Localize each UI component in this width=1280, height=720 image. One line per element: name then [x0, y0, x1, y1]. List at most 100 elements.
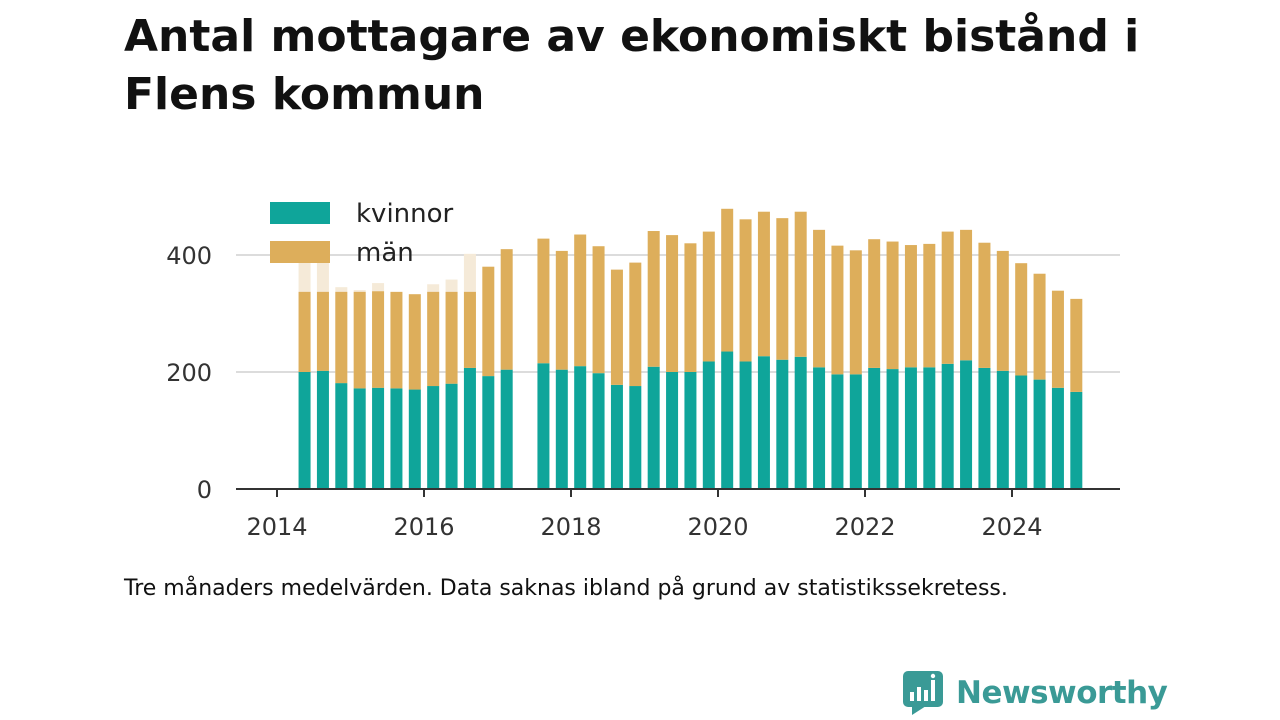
bar-man	[372, 291, 385, 388]
bar-man	[757, 211, 770, 357]
x-tick-label: 2020	[687, 513, 748, 541]
bar-kvinnor	[647, 366, 660, 489]
bar-man	[647, 231, 660, 367]
bar-man	[666, 235, 679, 372]
bar-kvinnor	[666, 372, 679, 489]
bar-man	[445, 291, 458, 384]
bar-kvinnor	[372, 387, 385, 489]
bar-man	[794, 211, 807, 357]
legend-swatch-1	[270, 241, 330, 263]
bar-man	[996, 250, 1009, 371]
bar-man	[776, 218, 789, 360]
bar-kvinnor	[776, 359, 789, 489]
bar-kvinnor	[1051, 387, 1064, 489]
bar-man	[813, 229, 826, 368]
bar-man	[537, 238, 550, 364]
bar-man	[978, 242, 991, 368]
chart-title: Antal mottagare av ekonomiskt bistånd i …	[124, 11, 1140, 120]
bar-man	[592, 246, 605, 374]
bar-man	[831, 245, 844, 375]
brand-logo: Newsworthy	[902, 670, 1168, 716]
bar-man	[610, 269, 623, 385]
bar-kvinnor	[353, 388, 366, 489]
bar-kvinnor	[757, 356, 770, 489]
bar-man	[298, 291, 311, 372]
bar-kvinnor	[960, 360, 973, 489]
bar-kvinnor	[813, 367, 826, 489]
bar-man	[1015, 263, 1028, 376]
x-tick-label: 2014	[246, 513, 307, 541]
bar-kvinnor	[592, 373, 605, 489]
bar-man	[684, 243, 697, 372]
bar-man	[886, 241, 899, 370]
bar-man	[555, 250, 568, 370]
bar-man	[335, 291, 348, 384]
bar-man	[904, 245, 917, 368]
bar-kvinnor	[298, 372, 311, 489]
brand-name: Newsworthy	[956, 675, 1168, 711]
bar-kvinnor	[537, 363, 550, 489]
bars	[298, 208, 1083, 489]
y-tick-label: 0	[197, 476, 212, 504]
bar-kvinnor	[408, 389, 421, 489]
bar-kvinnor	[629, 386, 642, 489]
bar-kvinnor	[702, 361, 715, 489]
y-tick-label: 200	[166, 359, 212, 387]
bar-man	[923, 243, 936, 368]
bar-man	[482, 266, 495, 377]
bar-kvinnor	[610, 384, 623, 489]
bar-man	[390, 291, 403, 389]
legend: kvinnor män	[270, 199, 454, 268]
bar-man	[1070, 298, 1083, 392]
bar-kvinnor	[316, 370, 329, 489]
x-tick-label: 2024	[981, 513, 1042, 541]
bar-kvinnor	[500, 369, 513, 489]
legend-swatch-0	[270, 202, 330, 224]
bar-kvinnor	[574, 366, 587, 489]
bar-kvinnor	[335, 383, 348, 489]
bar-kvinnor	[739, 361, 752, 489]
bar-kvinnor	[1070, 391, 1083, 489]
legend-label-0: kvinnor	[356, 199, 454, 229]
bar-kvinnor	[482, 376, 495, 489]
bar-man	[629, 262, 642, 387]
bar-man	[1033, 273, 1046, 380]
bar-kvinnor	[445, 383, 458, 489]
bar-kvinnor	[941, 363, 954, 489]
bar-man	[463, 291, 476, 368]
x-tick-label: 2018	[540, 513, 601, 541]
bar-man	[316, 291, 329, 371]
bar-kvinnor	[904, 367, 917, 489]
x-tick-label: 2022	[834, 513, 895, 541]
bar-kvinnor	[427, 386, 440, 489]
bar-man	[427, 291, 440, 387]
bar-kvinnor	[794, 356, 807, 489]
bar-man	[721, 208, 734, 352]
bar-man	[408, 294, 421, 390]
bar-man	[739, 219, 752, 362]
bar-kvinnor	[684, 372, 697, 489]
bar-kvinnor	[1015, 375, 1028, 489]
bar-kvinnor	[831, 374, 844, 489]
bar-man	[574, 234, 587, 367]
chart-caption: Tre månaders medelvärden. Data saknas ib…	[124, 576, 1008, 601]
bar-man	[960, 229, 973, 361]
bar-kvinnor	[923, 367, 936, 489]
legend-label-1: män	[356, 238, 414, 268]
bar-kvinnor	[463, 367, 476, 489]
bar-kvinnor	[996, 370, 1009, 489]
bar-man	[1051, 290, 1064, 388]
bar-kvinnor	[886, 369, 899, 489]
bar-man	[353, 291, 366, 389]
bar-kvinnor	[978, 367, 991, 489]
bar-man	[500, 249, 513, 370]
y-tick-label: 400	[166, 242, 212, 270]
bar-man	[849, 250, 862, 375]
bar-kvinnor	[721, 351, 734, 489]
newsworthy-logo-icon	[903, 671, 943, 715]
bar-kvinnor	[1033, 379, 1046, 489]
bar-kvinnor	[868, 367, 881, 489]
bar-kvinnor	[555, 369, 568, 489]
bar-man	[702, 231, 715, 362]
